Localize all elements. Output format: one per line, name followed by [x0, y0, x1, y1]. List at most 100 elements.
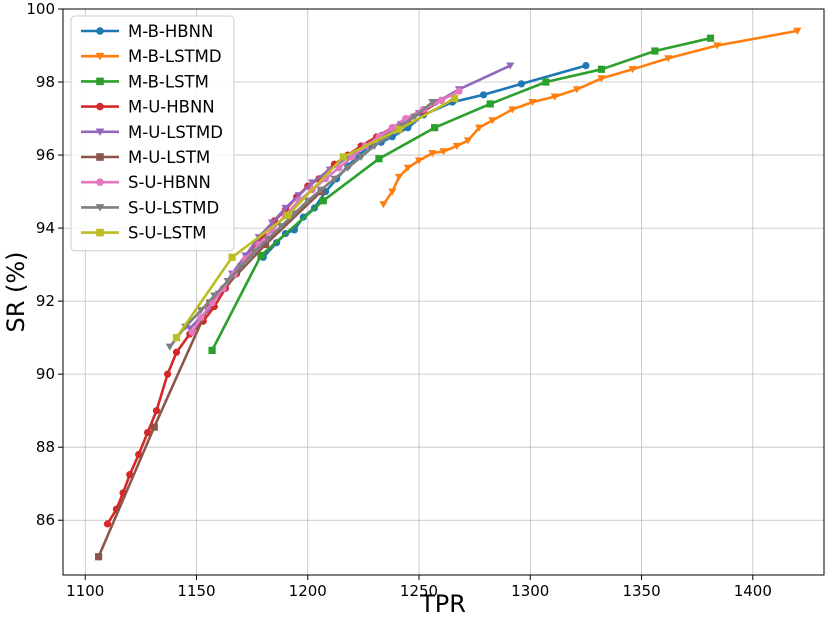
- x-tick-label: 1100: [66, 582, 104, 600]
- x-tick-label: 1300: [511, 582, 549, 600]
- series-line: [188, 64, 511, 330]
- data-point: [597, 65, 606, 73]
- data-point: [508, 106, 517, 114]
- legend-marker: [96, 77, 104, 86]
- data-point: [276, 223, 286, 231]
- data-point: [172, 348, 181, 356]
- data-point: [395, 125, 403, 134]
- data-point: [414, 157, 424, 165]
- legend-item: M-B-HBNN: [81, 22, 213, 41]
- y-tick-label: 100: [26, 0, 55, 18]
- data-point: [163, 370, 172, 378]
- legend-label: M-B-LSTM: [128, 72, 209, 91]
- data-point: [343, 164, 352, 172]
- legend-label: S-U-HBNN: [128, 173, 211, 192]
- data-point: [793, 27, 802, 35]
- x-axis-label: TPR: [419, 590, 466, 618]
- data-point: [95, 553, 103, 561]
- data-point: [165, 343, 174, 351]
- data-point: [196, 307, 206, 315]
- y-tick-label: 90: [36, 365, 55, 383]
- data-point: [257, 251, 265, 260]
- series-layer: [95, 27, 802, 561]
- x-tick-label: 1150: [177, 582, 215, 600]
- data-point: [463, 137, 473, 145]
- data-point: [706, 34, 715, 42]
- legend-label: M-U-LSTM: [128, 148, 210, 167]
- data-point: [103, 520, 112, 528]
- data-point: [223, 277, 232, 285]
- series-line: [210, 36, 711, 351]
- series-line: [175, 97, 456, 339]
- legend-marker: [95, 204, 105, 212]
- x-tick-label: 1250: [400, 582, 438, 600]
- legend-item: M-U-LSTM: [81, 148, 210, 167]
- data-point: [582, 62, 590, 70]
- data-point: [403, 164, 413, 172]
- legend-marker: [96, 228, 104, 237]
- data-point: [126, 470, 134, 479]
- data-point: [437, 96, 445, 104]
- legend-marker: [95, 128, 105, 136]
- data-point: [284, 211, 292, 219]
- data-point: [451, 94, 459, 103]
- data-point: [713, 42, 722, 50]
- legend-marker: [96, 153, 104, 161]
- data-point: [394, 173, 404, 181]
- data-point: [479, 91, 488, 99]
- y-tick-label: 92: [36, 292, 55, 310]
- data-point: [528, 99, 537, 107]
- legend-item: S-U-HBNN: [81, 173, 211, 192]
- x-tick-label: 1400: [734, 582, 772, 600]
- data-point: [143, 428, 152, 437]
- x-tick-label: 1200: [289, 582, 327, 600]
- legend-label: S-U-LSTMD: [128, 198, 219, 217]
- legend-item: M-B-LSTM: [81, 72, 209, 91]
- data-point: [664, 55, 673, 63]
- legend-item: M-U-LSTMD: [81, 123, 223, 142]
- data-point: [597, 75, 606, 83]
- data-point: [388, 188, 397, 196]
- data-point: [228, 253, 236, 261]
- series-m-u-lstmd: [185, 62, 515, 333]
- data-point: [379, 201, 388, 209]
- data-point: [250, 248, 259, 256]
- data-point: [651, 47, 659, 55]
- data-point: [152, 407, 161, 415]
- legend-item: M-B-LSTMD: [81, 47, 222, 66]
- legend-box: [70, 15, 235, 252]
- data-point: [330, 175, 339, 183]
- series-m-b-hbnn: [259, 62, 590, 261]
- legend-label: M-B-HBNN: [128, 22, 213, 41]
- series-line: [382, 29, 798, 206]
- data-point: [428, 99, 437, 107]
- legend-item: M-U-HBNN: [81, 98, 215, 117]
- legend-label: S-U-LSTM: [128, 224, 206, 243]
- data-point: [185, 325, 194, 333]
- y-tick-label: 86: [36, 511, 55, 529]
- data-point: [281, 204, 290, 212]
- data-point: [439, 148, 448, 156]
- y-tick-label: 94: [36, 219, 55, 237]
- data-point: [150, 423, 158, 431]
- data-point: [428, 150, 437, 158]
- legend-item: S-U-LSTMD: [81, 198, 219, 217]
- legend-label: M-B-LSTMD: [128, 47, 222, 66]
- data-point: [197, 313, 205, 322]
- data-point: [357, 153, 366, 161]
- data-point: [172, 334, 181, 342]
- data-point: [430, 124, 439, 132]
- y-tick-label: 98: [36, 73, 55, 91]
- data-point: [542, 78, 550, 86]
- data-point: [263, 235, 272, 243]
- data-point: [303, 197, 312, 205]
- data-point: [348, 153, 356, 161]
- data-point: [261, 240, 270, 249]
- data-point: [488, 117, 497, 125]
- legend-label: M-U-HBNN: [128, 98, 215, 117]
- data-point: [517, 80, 525, 88]
- data-point: [388, 124, 396, 132]
- data-point: [628, 66, 637, 74]
- legend-marker: [95, 52, 105, 61]
- data-point: [319, 197, 327, 205]
